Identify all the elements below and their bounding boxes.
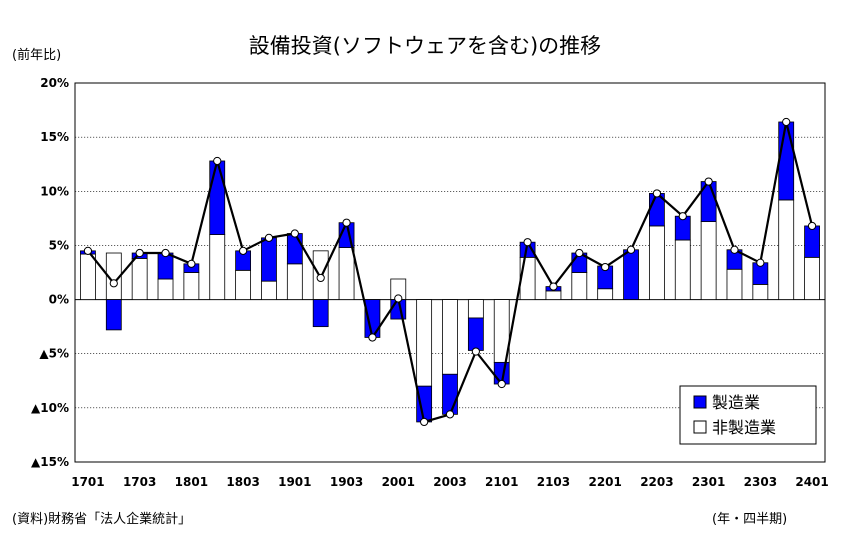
bar-non-manufacturing	[157, 278, 174, 300]
line-point	[730, 245, 739, 254]
bar-manufacturing	[804, 225, 820, 258]
bar-non-manufacturing	[131, 258, 148, 300]
bar-non-manufacturing	[467, 299, 484, 319]
legend-swatch-non-manufacturing	[693, 420, 707, 434]
bar-non-manufacturing	[726, 268, 743, 300]
line-point	[445, 410, 455, 419]
bar-non-manufacturing	[597, 288, 614, 300]
line-point	[109, 279, 118, 288]
line-point	[187, 259, 196, 268]
line-point	[316, 273, 325, 283]
line-point	[290, 229, 299, 238]
x-tick-label: 1903	[330, 475, 363, 489]
line-point	[704, 177, 713, 186]
bar-non-manufacturing	[261, 280, 277, 300]
legend-swatch-manufacturing	[693, 395, 707, 409]
line-point	[368, 333, 377, 342]
x-tick-label: 2101	[485, 475, 518, 489]
legend-label: 製造業	[712, 393, 760, 412]
line-point	[678, 212, 687, 221]
line-point	[756, 258, 765, 267]
bar-non-manufacturing	[519, 256, 536, 300]
x-tick-label: 2103	[537, 475, 570, 489]
x-tick-label: 2203	[640, 475, 673, 489]
plot-frame	[74, 82, 826, 463]
y-axis-unit: (前年比)	[12, 48, 62, 63]
x-tick-label: 2303	[744, 475, 777, 489]
bar-non-manufacturing	[571, 272, 588, 300]
line-point	[239, 246, 248, 255]
line-point	[342, 218, 351, 227]
bar-non-manufacturing	[80, 253, 96, 300]
bar-manufacturing	[312, 299, 329, 328]
line-point	[601, 262, 610, 272]
line-point	[83, 246, 93, 255]
bar-non-manufacturing	[338, 247, 355, 300]
y-tick-label: ▲5%	[39, 347, 69, 361]
bar-non-manufacturing	[700, 221, 717, 300]
bar-manufacturing	[286, 233, 303, 265]
bar-manufacturing	[209, 160, 226, 235]
bar-non-manufacturing	[648, 225, 665, 300]
legend-label: 非製造業	[712, 418, 776, 437]
y-tick-label: ▲10%	[31, 401, 69, 415]
bar-manufacturing	[105, 299, 122, 331]
x-tick-label: 2001	[382, 475, 415, 489]
bar-manufacturing	[442, 373, 458, 415]
line-point	[264, 233, 274, 242]
x-tick-label: 2003	[433, 475, 466, 489]
line-point	[549, 282, 558, 291]
line-point	[807, 221, 817, 231]
line-point	[471, 347, 480, 356]
bar-non-manufacturing	[183, 272, 200, 300]
y-tick-label: ▲15%	[31, 455, 69, 469]
bar-non-manufacturing	[778, 199, 795, 300]
y-tick-label: 10%	[40, 184, 69, 198]
x-tick-label: 2301	[692, 475, 725, 489]
bar-non-manufacturing	[804, 256, 820, 300]
y-tick-label: 5%	[49, 238, 69, 252]
x-tick-label: 1801	[175, 475, 208, 489]
line-point	[782, 117, 791, 127]
line-point	[626, 245, 636, 254]
bar-non-manufacturing	[674, 239, 691, 300]
line-point	[394, 294, 403, 303]
line-point	[652, 189, 661, 198]
line-point	[497, 379, 506, 389]
chart-title: 設備投資(ソフトウェアを含む)の推移	[248, 34, 602, 58]
x-tick-label: 1703	[123, 475, 156, 489]
line-point	[135, 248, 144, 258]
x-tick-label: 1803	[226, 475, 259, 489]
line-point	[523, 238, 532, 247]
bar-manufacturing	[261, 237, 277, 282]
bar-non-manufacturing	[416, 299, 433, 387]
line-point	[161, 248, 170, 258]
x-tick-label: 2401	[795, 475, 828, 489]
x-axis-unit: (年・四半期)	[712, 512, 788, 527]
bar-manufacturing	[623, 249, 639, 300]
y-tick-label: 20%	[40, 76, 69, 90]
x-tick-label: 1901	[278, 475, 311, 489]
bar-manufacturing	[467, 317, 484, 351]
x-tick-label: 1701	[71, 475, 104, 489]
line-point	[575, 248, 584, 258]
line-point	[420, 417, 429, 427]
bar-non-manufacturing	[752, 284, 769, 300]
x-tick-label: 2201	[588, 475, 621, 489]
bar-non-manufacturing	[545, 290, 562, 300]
bar-non-manufacturing	[442, 299, 458, 375]
bar-manufacturing	[416, 385, 433, 423]
line-point	[213, 156, 222, 166]
y-tick-label: 0%	[49, 293, 69, 307]
source-note: (資料)財務省「法人企業統計」	[12, 512, 192, 527]
bar-non-manufacturing	[286, 263, 303, 300]
bar-non-manufacturing	[235, 269, 252, 300]
y-tick-label: 15%	[40, 130, 69, 144]
bar-manufacturing	[778, 121, 795, 201]
bar-non-manufacturing	[209, 234, 226, 300]
